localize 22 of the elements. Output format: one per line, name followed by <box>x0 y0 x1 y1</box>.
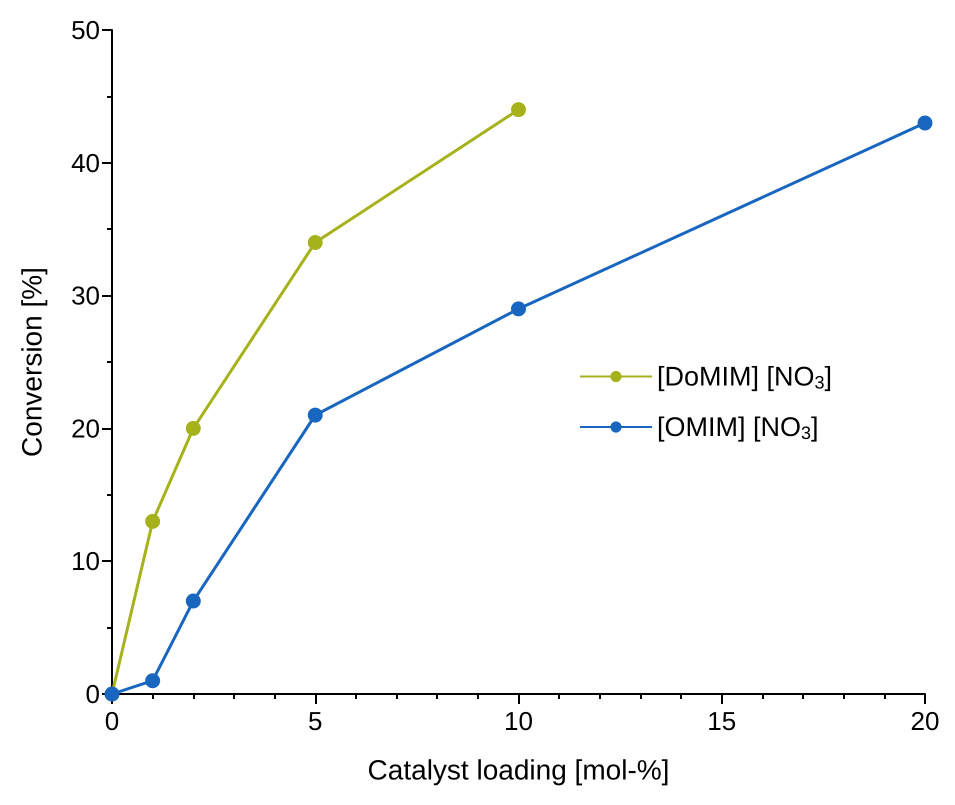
y-tick-label: 10 <box>71 546 100 576</box>
point <box>918 115 932 130</box>
x-tick-label: 0 <box>104 706 120 736</box>
y-tick-label: 0 <box>86 679 100 709</box>
y-tick-label: 40 <box>71 148 100 178</box>
y-axis-title: Conversion [%] <box>16 267 48 457</box>
point <box>145 514 160 529</box>
x-axis-title: Catalyst loading [mol-%] <box>368 754 670 786</box>
y-tick-label: 20 <box>71 413 100 444</box>
point <box>145 673 160 688</box>
x-tick-label: 15 <box>707 706 736 736</box>
point <box>186 594 201 609</box>
x-tick-label: 10 <box>504 706 533 736</box>
x-tick-label: 20 <box>910 706 940 736</box>
y-tick-label: 50 <box>71 15 100 45</box>
x-tick-label: 5 <box>308 706 322 736</box>
point <box>511 301 526 316</box>
point <box>186 420 201 436</box>
y-tick-label: 30 <box>71 280 100 311</box>
point <box>308 408 323 423</box>
point <box>511 102 526 118</box>
point <box>308 234 323 250</box>
